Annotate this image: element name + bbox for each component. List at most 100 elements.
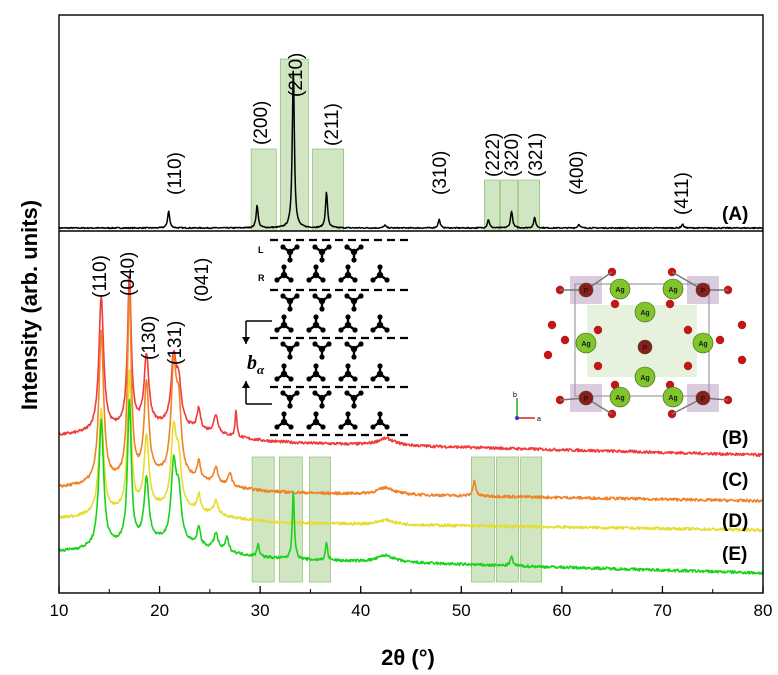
mol-atom [377, 363, 383, 369]
mol-atom [287, 354, 293, 360]
mol-atom [370, 277, 376, 283]
mol-atom [313, 411, 319, 417]
peak-label-320: (320) [502, 133, 523, 177]
mol-atom [312, 293, 318, 299]
molecule [370, 314, 390, 333]
mol-atom [294, 293, 300, 299]
peak-label-411: (411) [672, 172, 693, 215]
mol-atom [351, 403, 357, 409]
phosphorus-atom [637, 339, 653, 355]
mol-atom [384, 327, 390, 333]
atom-label: Ag [698, 341, 707, 348]
atom-label: P [701, 288, 706, 295]
mol-atom [281, 363, 287, 369]
mol-atom [352, 424, 358, 430]
mol-atom [288, 327, 294, 333]
peak-label-310: (310) [430, 151, 451, 195]
mol-atom [358, 341, 364, 347]
oxygen-atom [610, 380, 620, 390]
chain-label-l: L [258, 245, 264, 255]
silver-atom [609, 278, 631, 300]
molecule [280, 244, 300, 263]
highlight-band [278, 456, 303, 583]
mol-atom [274, 277, 280, 283]
mol-atom [370, 327, 376, 333]
oxygen-atom [737, 320, 747, 330]
peak-label-bottom-110: (110) [90, 255, 111, 298]
atom-label: Ag [615, 287, 624, 294]
crystal-structure-inset: P P P P P Ag Ag Ag Ag Ag Ag Ag Ag b a [513, 267, 747, 423]
phosphorus-atom [578, 390, 594, 406]
oxygen-atom [593, 325, 603, 335]
phosphorus-atom [695, 390, 711, 406]
mol-atom [288, 424, 294, 430]
x-tick-label: 20 [150, 601, 169, 620]
mol-atom [287, 306, 293, 312]
x-tick-label: 10 [50, 601, 69, 620]
b-alpha-label: bα [247, 352, 265, 377]
mol-atom [351, 354, 357, 360]
mol-atom [344, 293, 350, 299]
bracket-bottom [245, 381, 272, 405]
y-axis-title: Intensity (arb. units) [17, 200, 42, 410]
oxygen-atom [683, 325, 693, 335]
curve-label-e: (E) [722, 544, 747, 565]
silver-atom [662, 278, 684, 300]
mol-atom [319, 354, 325, 360]
mol-atom [313, 264, 319, 270]
atom-label: Ag [615, 395, 624, 402]
peak-label-400: (400) [567, 151, 588, 195]
molecule [280, 293, 300, 312]
curve-label-c: (C) [722, 470, 748, 491]
silver-atom [634, 366, 656, 388]
mol-atom [320, 277, 326, 283]
chain-packing-inset: L R bα [242, 238, 410, 437]
silver-atom [662, 386, 684, 408]
mol-atom [370, 376, 376, 382]
oxygen-atom [683, 361, 693, 371]
molecule [370, 363, 390, 382]
silver-atom [609, 386, 631, 408]
x-tick-label: 50 [452, 601, 471, 620]
mol-atom [358, 390, 364, 396]
highlight-band [309, 456, 331, 583]
x-tick-label: 30 [251, 601, 270, 620]
mol-atom [377, 314, 383, 320]
oxygen-atom [593, 361, 603, 371]
atom-label: Ag [668, 395, 677, 402]
curve-d [58, 369, 764, 533]
bracket-top [245, 320, 272, 344]
highlight-band [312, 148, 344, 232]
mol-atom [306, 424, 312, 430]
curve-c [58, 291, 764, 503]
atom-label: Ag [581, 341, 590, 348]
mol-atom [320, 376, 326, 382]
mol-atom [319, 257, 325, 263]
mol-atom [281, 314, 287, 320]
b-alpha-b: b [247, 352, 257, 374]
arrow-up [242, 381, 250, 388]
atom-label: P [584, 288, 589, 295]
mol-atom [294, 244, 300, 250]
peak-label-130: (130) [139, 316, 160, 360]
axis-b-label: b [513, 392, 517, 399]
mol-atom [306, 376, 312, 382]
x-axis-title: 2θ (°) [381, 645, 435, 670]
mol-atom [326, 390, 332, 396]
atom-label: Ag [668, 287, 677, 294]
mol-atom [370, 424, 376, 430]
mol-atom [320, 424, 326, 430]
mol-atom [319, 403, 325, 409]
mol-atom [344, 244, 350, 250]
x-tick-label: 80 [754, 601, 773, 620]
curve-label-d: (D) [722, 511, 748, 532]
oxygen-atom [547, 320, 557, 330]
arrow-down [242, 337, 250, 344]
oxygen-atom [560, 335, 570, 345]
molecule [344, 293, 364, 312]
mol-atom [280, 390, 286, 396]
oxygen-atom [715, 335, 725, 345]
axis-a-label: a [537, 416, 541, 423]
mol-atom [287, 403, 293, 409]
